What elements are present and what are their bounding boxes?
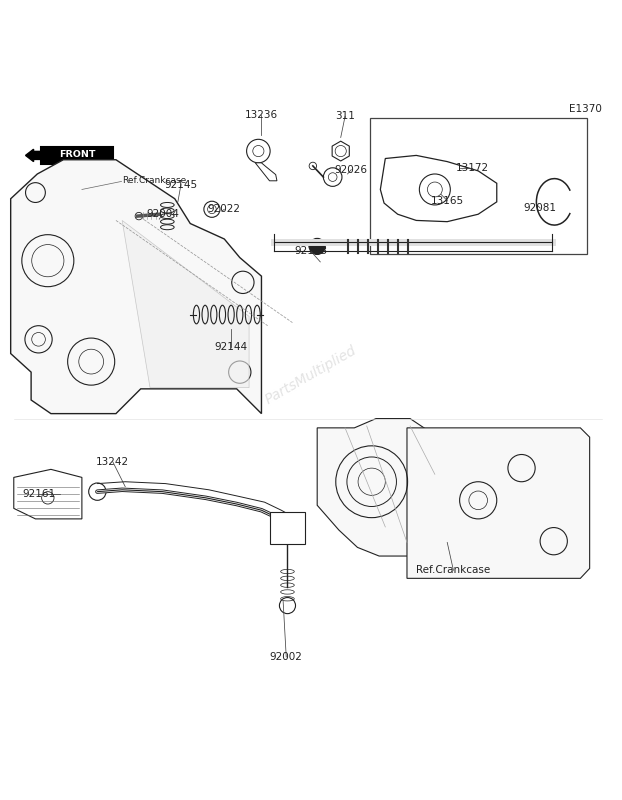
Polygon shape: [332, 141, 350, 161]
Text: PartsMultiplied: PartsMultiplied: [263, 343, 359, 407]
Circle shape: [309, 238, 325, 254]
FancyArrow shape: [26, 150, 41, 162]
Text: Ref.Crankcase: Ref.Crankcase: [122, 176, 187, 185]
Polygon shape: [317, 418, 429, 556]
Polygon shape: [11, 160, 261, 414]
FancyBboxPatch shape: [41, 146, 113, 164]
Text: E1370: E1370: [569, 104, 602, 114]
Text: 92002: 92002: [270, 652, 303, 662]
Text: 92026: 92026: [335, 165, 368, 174]
Text: 92004: 92004: [146, 210, 179, 219]
Circle shape: [313, 242, 322, 250]
Text: 92081: 92081: [524, 203, 557, 213]
Text: 92144: 92144: [214, 342, 247, 352]
Text: 92161: 92161: [22, 489, 55, 499]
Text: 311: 311: [335, 111, 355, 122]
Polygon shape: [14, 470, 82, 519]
Text: 13165: 13165: [430, 196, 464, 206]
Text: 92145: 92145: [164, 179, 198, 190]
Text: 92153: 92153: [294, 246, 328, 256]
Polygon shape: [255, 163, 277, 181]
Text: 13236: 13236: [245, 110, 278, 120]
Text: 13242: 13242: [96, 457, 129, 467]
Polygon shape: [407, 428, 590, 578]
Polygon shape: [380, 155, 497, 222]
Polygon shape: [122, 221, 249, 388]
Text: FRONT: FRONT: [58, 150, 95, 159]
Text: Ref.Crankcase: Ref.Crankcase: [416, 566, 491, 575]
FancyBboxPatch shape: [370, 118, 587, 254]
Text: 92022: 92022: [208, 204, 241, 214]
FancyBboxPatch shape: [270, 512, 305, 544]
Text: 13172: 13172: [455, 162, 488, 173]
